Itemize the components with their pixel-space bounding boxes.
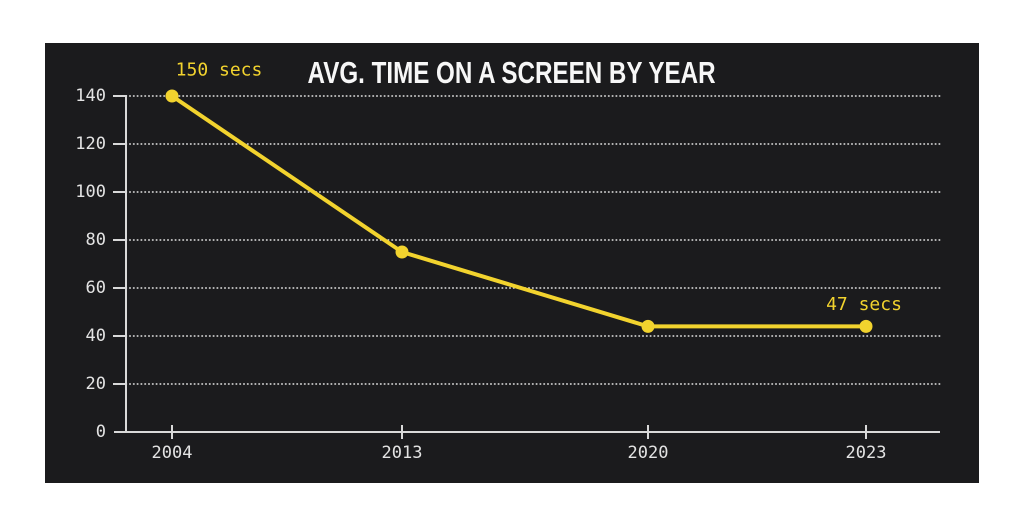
x-axis-label: 2004	[152, 443, 193, 463]
x-axis-label: 2023	[846, 443, 887, 463]
point-annotation: 47 secs	[826, 294, 902, 315]
y-axis-tick-label: 0	[96, 422, 106, 442]
data-point	[641, 319, 655, 333]
y-axis-tick-label: 40	[86, 326, 106, 346]
x-axis-label: 2020	[628, 443, 669, 463]
data-point	[165, 89, 179, 103]
y-axis-tick-label: 80	[86, 230, 106, 250]
x-axis-label: 2013	[382, 443, 423, 463]
y-axis-tick-label: 100	[75, 182, 106, 202]
point-annotation: 150 secs	[176, 60, 263, 81]
y-axis-tick-label: 120	[75, 134, 106, 154]
series-line	[170, 94, 868, 329]
y-axis-tick-label: 140	[75, 86, 106, 106]
y-axis-tick-label: 20	[86, 374, 106, 394]
data-point	[859, 319, 873, 333]
y-axis-tick-label: 60	[86, 278, 106, 298]
data-point	[395, 245, 409, 259]
